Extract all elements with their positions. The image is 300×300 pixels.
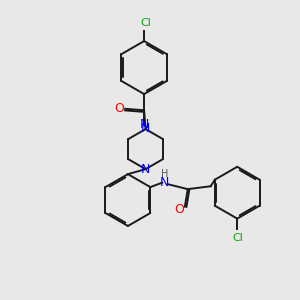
Text: N: N	[160, 176, 170, 189]
Text: N: N	[140, 118, 149, 131]
Text: Cl: Cl	[232, 233, 243, 243]
Text: O: O	[115, 102, 124, 115]
Text: N: N	[141, 122, 150, 135]
Text: Cl: Cl	[140, 18, 151, 28]
Text: O: O	[175, 203, 184, 216]
Text: N: N	[141, 163, 150, 176]
Text: H: H	[161, 169, 169, 179]
